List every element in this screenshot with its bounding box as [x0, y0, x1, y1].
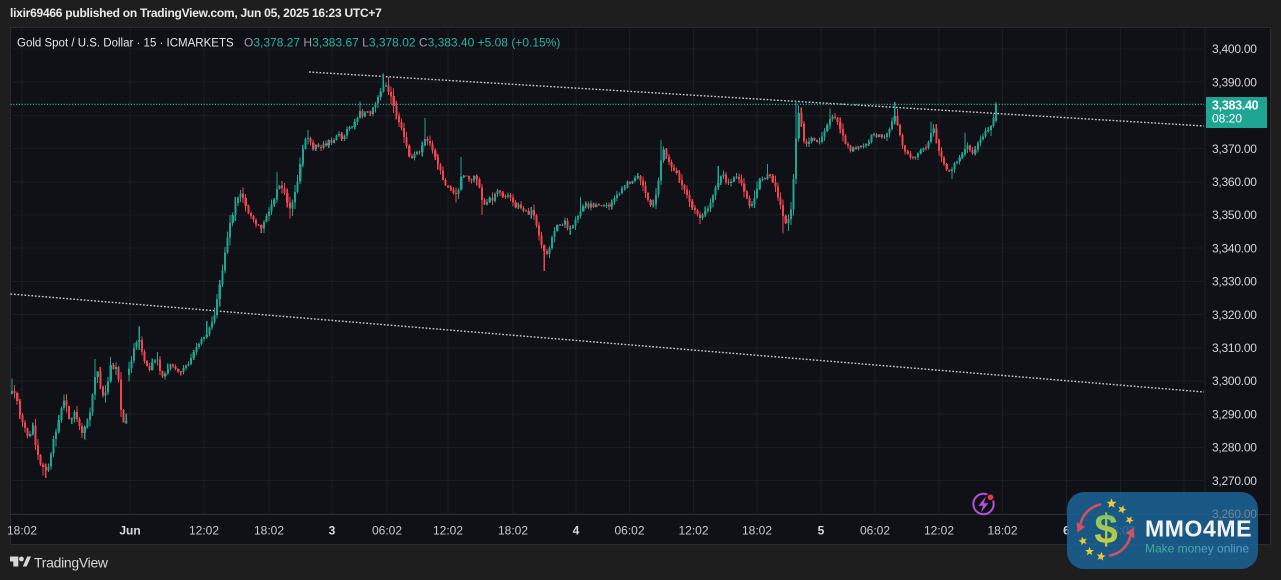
- svg-text:$: $: [1094, 506, 1117, 553]
- svg-text:3,330.00: 3,330.00: [1212, 275, 1257, 289]
- svg-text:3,390.00: 3,390.00: [1212, 75, 1257, 89]
- svg-text:3,383.40: 3,383.40: [1212, 99, 1259, 113]
- svg-text:06:02: 06:02: [860, 524, 890, 538]
- svg-text:18:02: 18:02: [498, 524, 528, 538]
- svg-text:3,340.00: 3,340.00: [1212, 241, 1257, 255]
- svg-text:3,400.00: 3,400.00: [1212, 42, 1257, 56]
- svg-text:12:02: 12:02: [433, 524, 463, 538]
- svg-text:3,300.00: 3,300.00: [1212, 374, 1257, 388]
- svg-text:5: 5: [818, 524, 825, 538]
- svg-text:12:02: 12:02: [189, 524, 219, 538]
- svg-text:Jun: Jun: [119, 524, 140, 538]
- svg-text:O3,378.27 H3,383.67 L3,378.02: O3,378.27 H3,383.67 L3,378.02 C3,383.40 …: [244, 36, 560, 50]
- svg-text:TradingView: TradingView: [34, 555, 109, 571]
- svg-text:18:02: 18:02: [7, 524, 37, 538]
- svg-text:3,370.00: 3,370.00: [1212, 142, 1257, 156]
- svg-text:12:02: 12:02: [678, 524, 708, 538]
- svg-text:06:02: 06:02: [372, 524, 402, 538]
- svg-text:18:02: 18:02: [742, 524, 772, 538]
- svg-text:3,270.00: 3,270.00: [1212, 474, 1257, 488]
- svg-text:MMO4ME: MMO4ME: [1145, 516, 1252, 542]
- svg-text:3,280.00: 3,280.00: [1212, 441, 1257, 455]
- svg-text:3,310.00: 3,310.00: [1212, 341, 1257, 355]
- svg-text:3,260.00: 3,260.00: [1212, 507, 1257, 521]
- svg-text:Gold Spot / U.S. Dollar · 15 ·: Gold Spot / U.S. Dollar · 15 · ICMARKETS: [17, 38, 234, 50]
- svg-text:08:20: 08:20: [1212, 112, 1242, 126]
- svg-text:Make money online: Make money online: [1145, 542, 1249, 556]
- svg-text:6: 6: [1063, 524, 1070, 538]
- svg-text:06:02: 06:02: [614, 524, 644, 538]
- svg-text:3: 3: [329, 524, 336, 538]
- svg-text:3,290.00: 3,290.00: [1212, 407, 1257, 421]
- svg-text:4: 4: [573, 524, 580, 538]
- svg-text:3,360.00: 3,360.00: [1212, 175, 1257, 189]
- svg-text:3,350.00: 3,350.00: [1212, 208, 1257, 222]
- svg-text:3,320.00: 3,320.00: [1212, 308, 1257, 322]
- svg-text:12:02: 12:02: [924, 524, 954, 538]
- svg-text:18:02: 18:02: [254, 524, 284, 538]
- svg-text:18:02: 18:02: [987, 524, 1017, 538]
